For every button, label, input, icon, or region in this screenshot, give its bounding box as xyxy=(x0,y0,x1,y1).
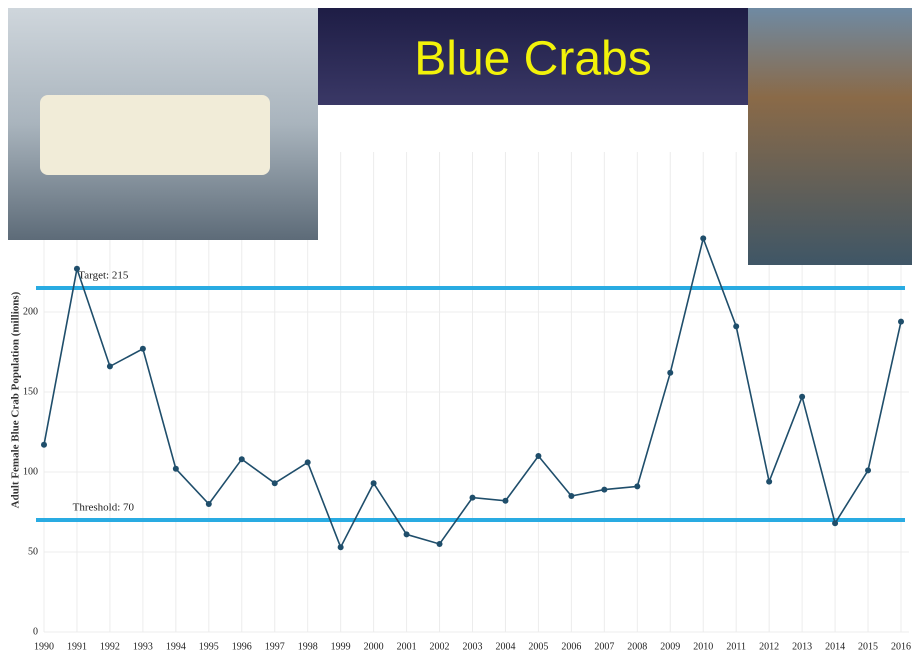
x-tick-label: 2015 xyxy=(858,641,878,652)
x-tick-label: 2005 xyxy=(528,641,548,652)
data-point xyxy=(799,393,806,400)
crab-photo xyxy=(748,8,912,265)
x-tick-label: 1996 xyxy=(232,641,252,652)
data-point xyxy=(568,493,575,499)
boat-shape xyxy=(40,95,270,175)
data-point xyxy=(502,497,509,504)
data-point xyxy=(139,345,146,352)
data-point xyxy=(106,363,113,370)
x-tick-label: 2006 xyxy=(561,641,581,652)
x-tick-label: 2010 xyxy=(693,641,713,652)
data-point xyxy=(41,441,47,448)
x-tick-label: 1990 xyxy=(34,641,54,652)
data-point xyxy=(634,483,641,490)
x-tick-label: 2014 xyxy=(825,641,845,652)
x-tick-label: 1991 xyxy=(67,641,87,652)
data-point xyxy=(469,494,476,501)
data-point xyxy=(370,480,377,487)
x-tick-label: 1998 xyxy=(298,641,318,652)
x-tick-label: 2016 xyxy=(891,641,911,652)
data-point xyxy=(271,480,278,487)
reference-label: Threshold: 70 xyxy=(73,502,135,514)
reference-label: Target: 215 xyxy=(78,270,129,282)
x-tick-label: 1994 xyxy=(166,641,186,652)
x-tick-label: 2008 xyxy=(627,641,647,652)
data-point xyxy=(304,459,311,466)
x-tick-label: 2012 xyxy=(759,641,779,652)
data-point xyxy=(733,323,740,330)
data-point xyxy=(700,235,707,242)
data-point xyxy=(535,453,542,459)
data-point xyxy=(73,265,80,272)
data-point xyxy=(667,369,674,376)
x-tick-label: 2003 xyxy=(463,641,483,652)
data-point xyxy=(766,478,773,485)
data-point xyxy=(436,541,443,547)
x-tick-label: 2004 xyxy=(495,641,515,652)
x-tick-label: 2001 xyxy=(397,641,417,652)
x-tick-label: 1997 xyxy=(265,641,285,652)
y-tick-label: 150 xyxy=(23,386,38,397)
y-tick-label: 50 xyxy=(28,546,38,557)
y-tick-label: 100 xyxy=(23,466,38,477)
data-point xyxy=(403,531,410,538)
x-tick-label: 2011 xyxy=(726,641,746,652)
x-tick-label: 1992 xyxy=(100,641,120,652)
data-point xyxy=(172,465,179,472)
data-point xyxy=(601,486,608,493)
x-tick-label: 2000 xyxy=(364,641,384,652)
x-tick-label: 1993 xyxy=(133,641,153,652)
title-banner xyxy=(318,8,748,105)
x-tick-label: 1999 xyxy=(331,641,351,652)
data-point xyxy=(865,467,872,474)
y-axis-label: Adult Female Blue Crab Population (milli… xyxy=(10,291,22,508)
x-tick-label: 2009 xyxy=(660,641,680,652)
data-point xyxy=(205,501,212,507)
chart-title: Blue Crabs xyxy=(414,33,651,86)
y-tick-label: 0 xyxy=(33,626,38,637)
data-point xyxy=(337,544,344,551)
x-tick-label: 2002 xyxy=(430,641,450,652)
data-point xyxy=(898,318,904,325)
data-point xyxy=(832,520,839,527)
data-point xyxy=(238,456,245,463)
x-tick-label: 2013 xyxy=(792,641,812,652)
y-tick-label: 200 xyxy=(23,306,38,317)
x-tick-label: 1995 xyxy=(199,641,219,652)
x-tick-label: 2007 xyxy=(594,641,614,652)
